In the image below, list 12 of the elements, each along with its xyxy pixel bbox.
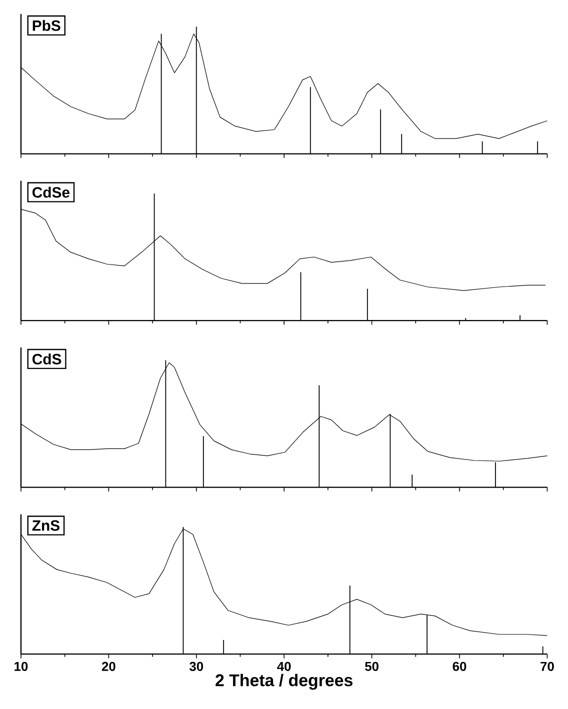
x-tick-label: 10 — [14, 662, 28, 671]
chart-title: CdS — [32, 354, 62, 364]
chart-title: CdSe — [32, 186, 70, 198]
x-tick-label: 50 — [364, 662, 378, 671]
x-tick-label: 20 — [102, 662, 116, 671]
x-tick-label: 60 — [452, 662, 466, 671]
x-tick-label: 30 — [189, 662, 203, 672]
x-axis-title: 2 Theta / degrees — [216, 674, 352, 690]
x-tick-label: 40 — [277, 662, 291, 671]
chart-title: PbS — [32, 20, 60, 31]
chart-title: ZnS — [32, 520, 60, 531]
x-tick-label: 70 — [540, 662, 554, 671]
